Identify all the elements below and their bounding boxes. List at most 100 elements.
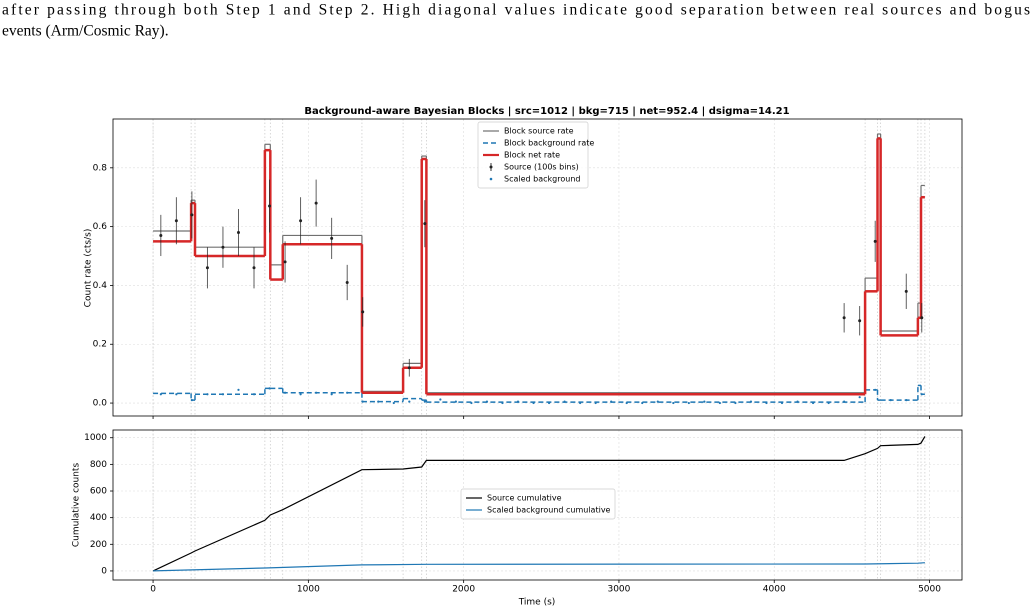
data-point [221,245,225,249]
legend-box [477,121,589,189]
data-point [842,316,846,320]
caption-line: events (Arm/Cosmic Ray). [2,23,169,40]
data-point [532,401,535,405]
data-point [236,231,240,235]
data-point [345,280,349,284]
data-point [873,239,877,243]
data-point [843,400,846,403]
legend-label: Block background rate [504,139,594,148]
y-axis-label: Cumulative counts [72,463,82,548]
data-point [672,401,675,405]
data-point [827,401,830,405]
data-point [361,400,364,403]
y-tick-label: 0 [101,566,107,576]
x-tick-label: 2000 [452,585,475,595]
data-point [190,399,193,402]
data-point [858,396,861,399]
data-point [268,387,271,390]
data-point [765,401,768,405]
data-point [734,401,737,405]
data-point [516,400,520,403]
data-point [423,400,426,403]
data-point [330,236,334,240]
data-point [252,393,256,396]
data-point [268,204,272,208]
y-tick-label: 800 [90,460,107,470]
data-point [703,400,706,403]
y-axis-label: Count rate (cts/s) [84,229,94,308]
data-point [423,222,427,226]
data-point [780,401,784,405]
legend-label: Block net rate [504,151,560,160]
y-tick-label: 200 [90,540,107,550]
chart-title: Background-aware Bayesian Blocks | src=1… [304,106,789,117]
data-point [563,400,566,403]
data-point [796,400,799,403]
data-point [377,400,380,403]
data-point [904,289,908,293]
data-point [811,401,815,405]
data-point [874,388,877,391]
data-point [205,266,209,270]
legend-label: Source cumulative [487,494,562,503]
data-point [330,393,333,396]
data-point [346,391,349,394]
legend-label: Source (100s bins) [504,163,579,172]
cumulative-line [153,562,925,572]
data-point [237,388,240,391]
data-point [641,401,644,405]
data-point [470,401,473,405]
data-point [299,393,302,396]
y-tick-label: 0.8 [93,163,108,173]
data-point [889,399,892,402]
data-point [920,316,924,320]
legend-swatch [489,165,493,169]
data-point [206,393,209,396]
data-point [392,401,395,405]
legend-swatch [489,177,493,181]
x-tick-label: 0 [150,585,156,595]
y-tick-label: 600 [90,487,107,497]
data-point [594,401,597,405]
y-tick-label: 400 [90,513,107,523]
data-point [299,219,303,223]
caption-line: after passing through both Step 1 and St… [2,2,1030,19]
legend-label: Scaled background [504,175,580,184]
data-point [656,400,659,403]
data-point [718,401,721,405]
y-tick-label: 1000 [84,433,107,443]
cumulative-line [152,436,926,572]
y-tick-label: 0.6 [93,222,108,232]
data-point [315,391,318,394]
data-point [314,201,318,205]
data-point [283,260,287,264]
data-point [858,319,862,323]
y-tick-label: 0.0 [93,399,108,409]
legend-box [460,488,616,520]
data-point [408,400,411,403]
data-point [159,233,163,237]
plot-frame [112,118,963,417]
x-tick-label: 5000 [918,585,941,595]
legend-label: Scaled background cumulative [487,506,611,515]
data-point [159,393,162,396]
y-tick-label: 0.2 [93,340,107,350]
data-point [283,391,287,394]
data-point [687,401,690,405]
y-tick-label: 0.4 [93,281,108,291]
data-point [749,400,753,403]
data-point [252,266,256,270]
data-point [905,399,908,402]
data-point [579,401,582,405]
x-tick-label: 4000 [763,585,786,595]
data-point [439,398,442,401]
data-point [501,401,504,405]
data-point [454,400,457,403]
data-point [190,213,194,217]
x-tick-label: 1000 [297,585,320,595]
data-point [407,366,411,370]
legend-label: Block source rate [504,127,574,136]
data-point [625,401,628,405]
x-tick-label: 3000 [607,585,630,595]
